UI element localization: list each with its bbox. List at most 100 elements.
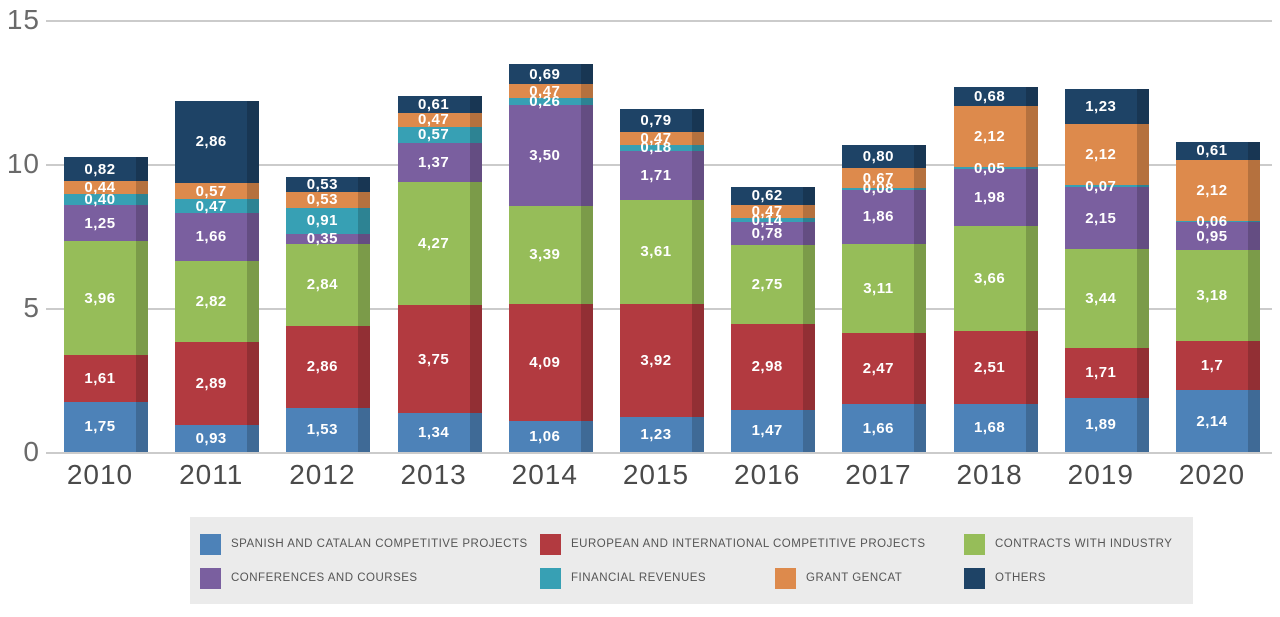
segment-value-label: 1,25 <box>84 214 116 232</box>
segment-value-label: 4,09 <box>529 354 561 372</box>
legend-swatch-navy <box>964 568 985 589</box>
segment-value-label: 0,79 <box>640 111 672 129</box>
bar-segment: 2,84 <box>286 243 371 326</box>
bar-segment: 0,07 <box>1064 179 1149 194</box>
segment-value-label: 2,12 <box>973 128 1006 146</box>
segment-value-label: 1,06 <box>529 428 561 446</box>
segment-value-label: 1,53 <box>306 421 338 439</box>
segment-value-label: 2,51 <box>973 358 1006 376</box>
bar-segment: 0,47 <box>731 202 816 220</box>
legend-item-conferences-and-courses: CONFERENCES AND COURSES <box>200 568 418 589</box>
segment-value-label: 0,95 <box>1196 227 1228 245</box>
bar-segment: 2,82 <box>175 260 260 343</box>
bar-segment: 1,71 <box>1064 348 1149 398</box>
bar-segment: 3,66 <box>953 225 1038 332</box>
y-axis-tick-label: 10 <box>6 147 40 179</box>
x-axis-year-label: 2013 <box>400 459 467 490</box>
segment-value-label: 3,61 <box>640 243 672 261</box>
legend-swatch-purple <box>200 568 221 589</box>
bar-2018: 1,68 2,51 3,66 1,98 0,05 2,12 0,68 <box>953 86 1038 453</box>
bar-segment: 0,82 <box>64 157 148 182</box>
legend-swatch-red <box>540 534 561 555</box>
x-axis-year-label: 2020 <box>1178 459 1246 490</box>
bar-segment: 0,79 <box>620 109 704 132</box>
segment-value-label: 0,40 <box>84 190 116 208</box>
bar-segment: 0,57 <box>175 183 260 200</box>
segment-value-label: 0,82 <box>84 160 116 178</box>
segment-value-label: 1,23 <box>640 425 672 443</box>
legend-label: EUROPEAN AND INTERNATIONAL COMPETITIVE P… <box>571 537 926 550</box>
segment-value-label: 2,14 <box>1196 412 1228 430</box>
x-axis-year-label: 2017 <box>845 459 912 490</box>
bar-segment: 2,51 <box>953 331 1038 404</box>
segment-value-label: 0,05 <box>973 159 1006 177</box>
bar-segment: 3,18 <box>1176 249 1260 342</box>
segment-value-label: 2,86 <box>195 133 227 151</box>
bar-segment: 3,39 <box>508 206 593 304</box>
segment-value-label: 2,86 <box>306 358 338 376</box>
bar-segment: 2,12 <box>1176 159 1260 221</box>
segment-value-label: 0,67 <box>862 169 894 187</box>
bar-segment: 3,75 <box>397 305 482 414</box>
segment-value-label: 1,37 <box>417 154 450 172</box>
segment-value-label: 3,92 <box>640 351 672 369</box>
y-axis-tick-label: 0 <box>23 435 40 467</box>
segment-value-label: 0,93 <box>195 430 227 448</box>
bar-segment: 0,47 <box>175 199 260 214</box>
segment-value-label: 4,27 <box>417 235 450 253</box>
bar-segment: 3,61 <box>620 199 704 304</box>
bar-segment: 0,62 <box>731 186 816 205</box>
legend-label: OTHERS <box>995 571 1046 584</box>
segment-value-label: 1,86 <box>862 208 894 226</box>
legend-swatch-orange <box>775 568 796 589</box>
bar-segment: 0,26 <box>508 94 593 109</box>
segment-value-label: 2,98 <box>751 358 783 376</box>
segment-value-label: 1,61 <box>84 369 116 387</box>
bar-2013: 1,34 3,75 4,27 1,37 0,57 0,47 0,61 <box>397 95 482 452</box>
segment-value-label: 2,15 <box>1085 209 1117 227</box>
bar-segment: 0,47 <box>620 130 704 148</box>
bar-segment: 1,66 <box>175 213 260 261</box>
bar-segment: 1,7 <box>1176 341 1260 391</box>
bar-segment: 0,08 <box>842 181 927 196</box>
bar-segment: 1,75 <box>64 401 148 453</box>
segment-value-label: 0,47 <box>640 130 672 148</box>
bar-segment: 0,47 <box>397 112 482 127</box>
segment-value-label: 1,23 <box>1085 98 1117 116</box>
legend-swatch-green <box>964 534 985 555</box>
legend-label: FINANCIAL REVENUES <box>571 571 707 584</box>
legend: SPANISH AND CATALAN COMPETITIVE PROJECTS… <box>190 517 1193 604</box>
segment-value-label: 1,66 <box>195 228 227 246</box>
segment-value-label: 2,12 <box>1196 181 1228 199</box>
bar-segment: 0,78 <box>731 222 816 246</box>
legend-swatch-blue <box>200 534 221 555</box>
bar-segment: 1,66 <box>842 404 927 452</box>
bar-segment: 4,09 <box>508 303 593 422</box>
bar-segment: 1,98 <box>953 168 1038 226</box>
segment-value-label: 1,7 <box>1200 357 1224 375</box>
bar-segment: 2,12 <box>1064 124 1149 186</box>
x-axis-year-label: 2019 <box>1067 459 1134 490</box>
bar-segment: 2,12 <box>953 106 1038 168</box>
segment-value-label: 1,71 <box>1085 364 1117 382</box>
bar-segment: 0,57 <box>397 126 482 144</box>
bar-2011: 0,93 2,89 2,82 1,66 0,47 0,57 2,86 <box>175 100 260 452</box>
bar-segment: 0,91 <box>286 207 371 234</box>
bar-segment: 0,40 <box>64 190 148 208</box>
bar-segment: 0,53 <box>286 177 371 193</box>
segment-value-label: 1,47 <box>751 422 783 440</box>
bar-segment: 0,14 <box>731 213 816 228</box>
segment-value-label: 0,47 <box>751 202 783 220</box>
bar-segment: 1,37 <box>397 143 482 183</box>
bar-segment: 1,47 <box>731 409 816 453</box>
bar-segment: 0,95 <box>1176 222 1260 251</box>
bar-segment: 0,47 <box>508 84 593 99</box>
bar-segment: 4,27 <box>397 182 482 306</box>
bar-2015: 1,23 3,92 3,61 1,71 0,18 0,47 0,79 <box>620 109 704 453</box>
bar-segment: 0,68 <box>953 86 1038 107</box>
bar-segment: 3,92 <box>620 303 704 417</box>
bar-segment: 3,96 <box>64 241 148 356</box>
bar-segment: 2,98 <box>731 323 816 410</box>
segment-value-label: 1,98 <box>973 188 1006 206</box>
segment-value-label: 0,08 <box>862 180 894 198</box>
